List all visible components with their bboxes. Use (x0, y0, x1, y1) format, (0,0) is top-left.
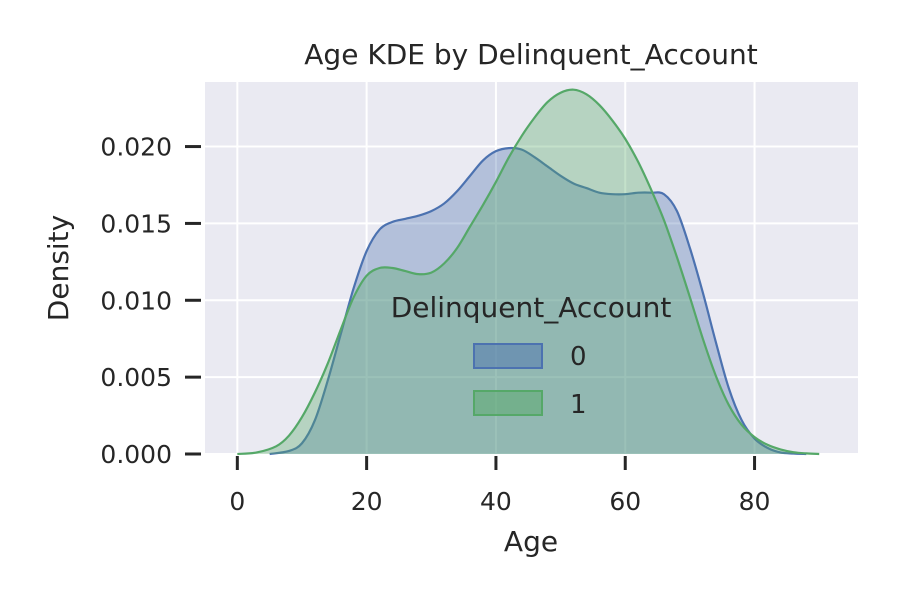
series-1-line (237, 88, 820, 456)
grid (205, 82, 858, 455)
x-tick-label: 20 (351, 487, 383, 516)
y-tick-label: 0.000 (100, 440, 172, 469)
y-tick-label: 0.015 (100, 209, 172, 238)
series-layer (237, 88, 820, 456)
chart-title: Age KDE by Delinquent_Account (304, 38, 757, 71)
series-0-area (269, 148, 807, 454)
legend-title: Delinquent_Account (391, 291, 672, 324)
y-axis-title: Density (42, 215, 75, 321)
legend-swatch-1 (473, 390, 543, 416)
legend-label-0: 0 (570, 342, 587, 372)
x-tick-label: 40 (480, 487, 512, 516)
series-0-line (269, 146, 807, 456)
legend-swatch-0 (473, 343, 543, 369)
x-tick-label: 0 (229, 487, 245, 516)
series-1-area (237, 89, 820, 454)
legend: Delinquent_Account 0 1 (391, 291, 672, 420)
x-tick-label: 80 (739, 487, 771, 516)
y-axis: 0.000 0.005 0.010 0.015 0.020 (100, 133, 201, 469)
x-tick-label: 60 (609, 487, 641, 516)
y-tick-label: 0.020 (100, 133, 172, 162)
y-tick-label: 0.005 (100, 363, 172, 392)
y-tick-label: 0.010 (100, 286, 172, 315)
x-axis-title: Age (504, 525, 558, 558)
x-axis: 0 20 40 60 80 (229, 456, 770, 516)
legend-label-1: 1 (570, 390, 587, 420)
